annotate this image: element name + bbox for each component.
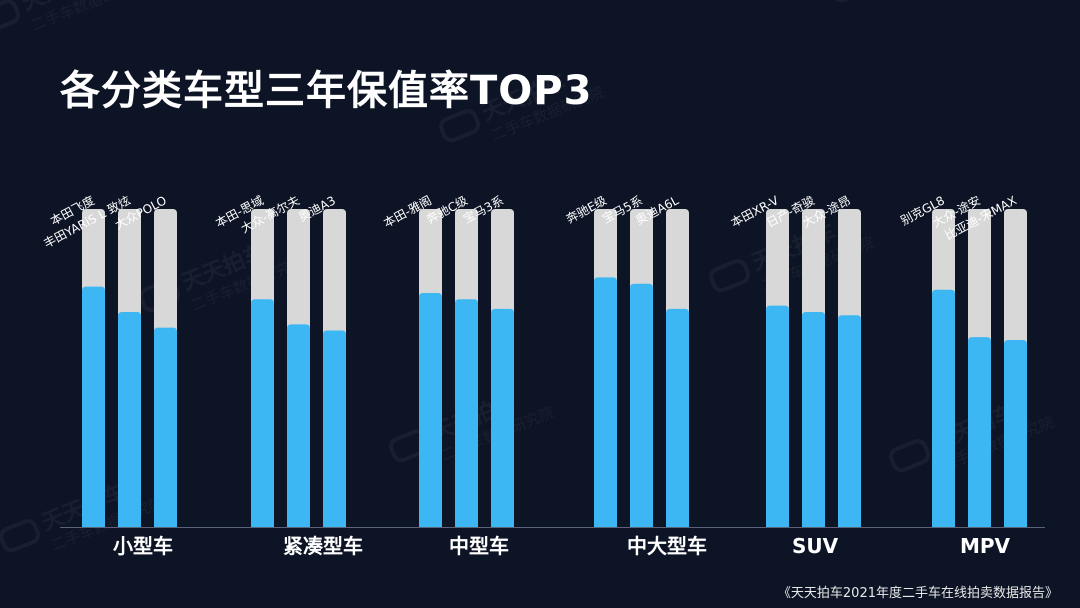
bar bbox=[323, 330, 346, 527]
watermark-car-icon bbox=[829, 0, 870, 3]
bar bbox=[838, 315, 861, 527]
category-label: 中型车 bbox=[449, 534, 509, 558]
category-label: MPV bbox=[960, 534, 1011, 558]
bar bbox=[932, 289, 955, 527]
watermark-car-icon bbox=[0, 519, 40, 553]
bar bbox=[287, 324, 310, 527]
bar bbox=[630, 283, 653, 527]
watermark-car-icon bbox=[889, 439, 930, 473]
bar bbox=[802, 312, 825, 527]
source-note: 《天天拍车2021年度二手车在线拍卖数据报告》 bbox=[777, 586, 1058, 601]
category-label: 紧凑型车 bbox=[283, 534, 363, 558]
watermark-car-icon bbox=[439, 109, 480, 143]
watermark-car-icon bbox=[709, 259, 750, 293]
bar bbox=[1004, 340, 1027, 527]
category-label: 中大型车 bbox=[627, 534, 707, 558]
bar bbox=[968, 337, 991, 527]
page-title: 各分类车型三年保值率TOP3 bbox=[60, 68, 593, 114]
category-label: 小型车 bbox=[113, 534, 173, 558]
bar bbox=[766, 305, 789, 527]
bar bbox=[491, 308, 514, 527]
bar bbox=[419, 292, 442, 527]
watermark-car-icon bbox=[0, 0, 20, 33]
category-label: SUV bbox=[792, 534, 839, 558]
watermark-subtitle: 二手车数据研究院 bbox=[879, 0, 997, 5]
bar bbox=[154, 327, 177, 527]
bar bbox=[118, 312, 141, 527]
bar bbox=[666, 308, 689, 527]
bar bbox=[594, 277, 617, 527]
bar bbox=[455, 299, 478, 527]
bar bbox=[251, 299, 274, 527]
bar bbox=[82, 286, 105, 527]
